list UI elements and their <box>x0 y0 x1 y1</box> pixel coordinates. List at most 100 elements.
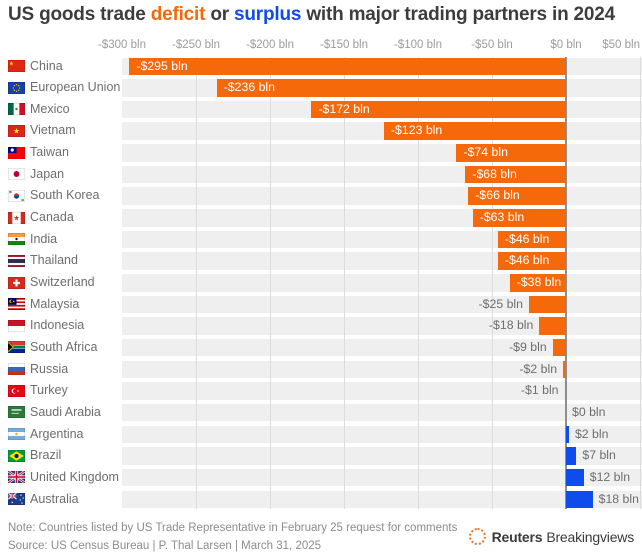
chart-row-australia: Australia $18 bln <box>0 490 642 508</box>
chart-row-japan: Japan -$68 bln <box>0 165 642 184</box>
flag-taiwan-icon <box>8 146 25 159</box>
value-label: -$46 bln <box>504 253 550 268</box>
flag-japan-icon <box>8 168 25 181</box>
value-label: -$74 bln <box>463 145 508 160</box>
flag-canada-icon <box>8 211 25 224</box>
country-label: Brazil <box>30 448 62 463</box>
value-label: $7 bln <box>582 448 616 463</box>
value-label: -$18 bln <box>488 318 534 333</box>
axis-tick-label: -$300 bln <box>98 39 146 51</box>
flag-united-kingdom-icon <box>8 471 25 484</box>
chart-row-mexico: Mexico -$172 bln <box>0 100 642 119</box>
zero-axis-line <box>565 57 567 509</box>
title-deficit-word: deficit <box>150 4 206 25</box>
country-label: Indonesia <box>30 318 85 333</box>
chart-row-indonesia: Indonesia -$18 bln <box>0 317 642 335</box>
country-label: Australia <box>30 491 79 506</box>
chart-row-united-kingdom: United Kingdom $12 bln <box>0 468 642 487</box>
value-label: -$63 bln <box>479 210 525 225</box>
flag-russia-icon <box>8 363 25 376</box>
value-label: -$1 bln <box>520 383 559 398</box>
value-label: -$66 bln <box>475 188 520 203</box>
value-label: -$46 bln <box>504 231 550 246</box>
chart-row-canada: Canada -$63 bln <box>0 209 642 227</box>
deficit-bar <box>552 338 566 357</box>
country-label: Russia <box>30 361 69 376</box>
axis-tick-label: $50 bln <box>602 39 640 51</box>
deficit-bar <box>472 209 566 227</box>
flag-mexico-icon <box>8 103 25 116</box>
axis-tick-label: -$50 bln <box>471 39 513 51</box>
flag-argentina-icon <box>8 428 25 441</box>
axis-tick-label: -$150 bln <box>320 39 368 51</box>
country-label: Taiwan <box>30 145 69 160</box>
gridline <box>344 57 345 509</box>
country-label: China <box>30 58 63 73</box>
deficit-bar <box>497 252 566 270</box>
chart-note: Note: Countries listed by US Trade Repre… <box>8 522 458 534</box>
value-label: $2 bln <box>574 426 609 441</box>
flag-malaysia-icon <box>8 298 25 311</box>
chart-row-south-korea: South Korea -$66 bln <box>0 187 642 205</box>
value-label: -$295 bln <box>136 58 188 73</box>
deficit-bar <box>456 144 566 162</box>
flag-switzerland-icon <box>8 276 25 289</box>
brand-logo: Reuters Breakingviews <box>468 528 634 545</box>
surplus-bar <box>566 425 569 444</box>
surplus-bar <box>566 468 584 487</box>
row-stripe <box>122 425 642 444</box>
surplus-bar <box>566 490 593 508</box>
chart-row-european-union: European Union -$236 bln <box>0 79 642 97</box>
surplus-bar <box>566 447 577 465</box>
row-stripe <box>122 317 642 335</box>
country-label: Saudi Arabia <box>30 404 101 419</box>
deficit-bar <box>563 360 566 379</box>
value-label: -$9 bln <box>509 339 547 354</box>
chart-row-china: China -$295 bln <box>0 57 642 75</box>
value-label: $0 bln <box>572 404 606 419</box>
country-label: Vietnam <box>30 123 76 138</box>
flag-indonesia-icon <box>8 319 25 332</box>
deficit-bar <box>497 230 566 249</box>
country-label: Switzerland <box>30 275 95 289</box>
flag-australia-icon <box>8 493 25 505</box>
value-label: -$25 bln <box>478 296 523 311</box>
title-surplus-word: surplus <box>234 4 302 25</box>
plot-area: China -$295 bln European Union -$236 bln Mex… <box>0 57 642 510</box>
chart-row-saudi-arabia: Saudi Arabia $0 bln <box>0 403 642 422</box>
chart-row-brazil: Brazil $7 bln <box>0 447 642 465</box>
deficit-bar <box>468 187 566 205</box>
deficit-bar <box>311 100 566 119</box>
value-label: -$123 bln <box>390 123 443 138</box>
flag-saudi-arabia-icon <box>8 406 25 419</box>
country-label: South Korea <box>30 188 100 203</box>
deficit-bar <box>564 382 566 400</box>
title-connector: or <box>205 4 235 25</box>
flag-european-union-icon <box>8 81 25 94</box>
row-stripe <box>122 490 642 508</box>
row-stripe <box>122 382 642 400</box>
flag-thailand-icon <box>8 254 25 267</box>
axis-tick-label: -$250 bln <box>172 39 220 51</box>
brand-name-regular: Breakingviews <box>546 528 634 545</box>
chart-row-south-africa: South Africa -$9 bln <box>0 338 642 357</box>
country-label: Japan <box>30 166 65 181</box>
value-label: -$2 bln <box>519 361 558 376</box>
title-prefix: US goods trade <box>8 4 151 25</box>
value-label: -$236 bln <box>223 80 275 95</box>
title-suffix: with major trading partners in 2024 <box>301 4 616 25</box>
value-label: -$172 bln <box>318 101 370 116</box>
country-label: South Africa <box>30 339 98 354</box>
axis-tick-label: -$100 bln <box>394 39 442 51</box>
deficit-bar <box>216 79 566 97</box>
country-label: European Union <box>30 80 121 95</box>
country-label: Mexico <box>30 101 70 116</box>
country-label: Canada <box>30 210 74 225</box>
row-stripe <box>122 338 642 357</box>
row-stripe <box>122 295 642 314</box>
flag-south-korea-icon <box>8 189 25 202</box>
gridline <box>640 57 641 509</box>
chart-title: US goods trade deficit or surplus with m… <box>8 4 615 26</box>
value-label: $12 bln <box>589 469 631 484</box>
